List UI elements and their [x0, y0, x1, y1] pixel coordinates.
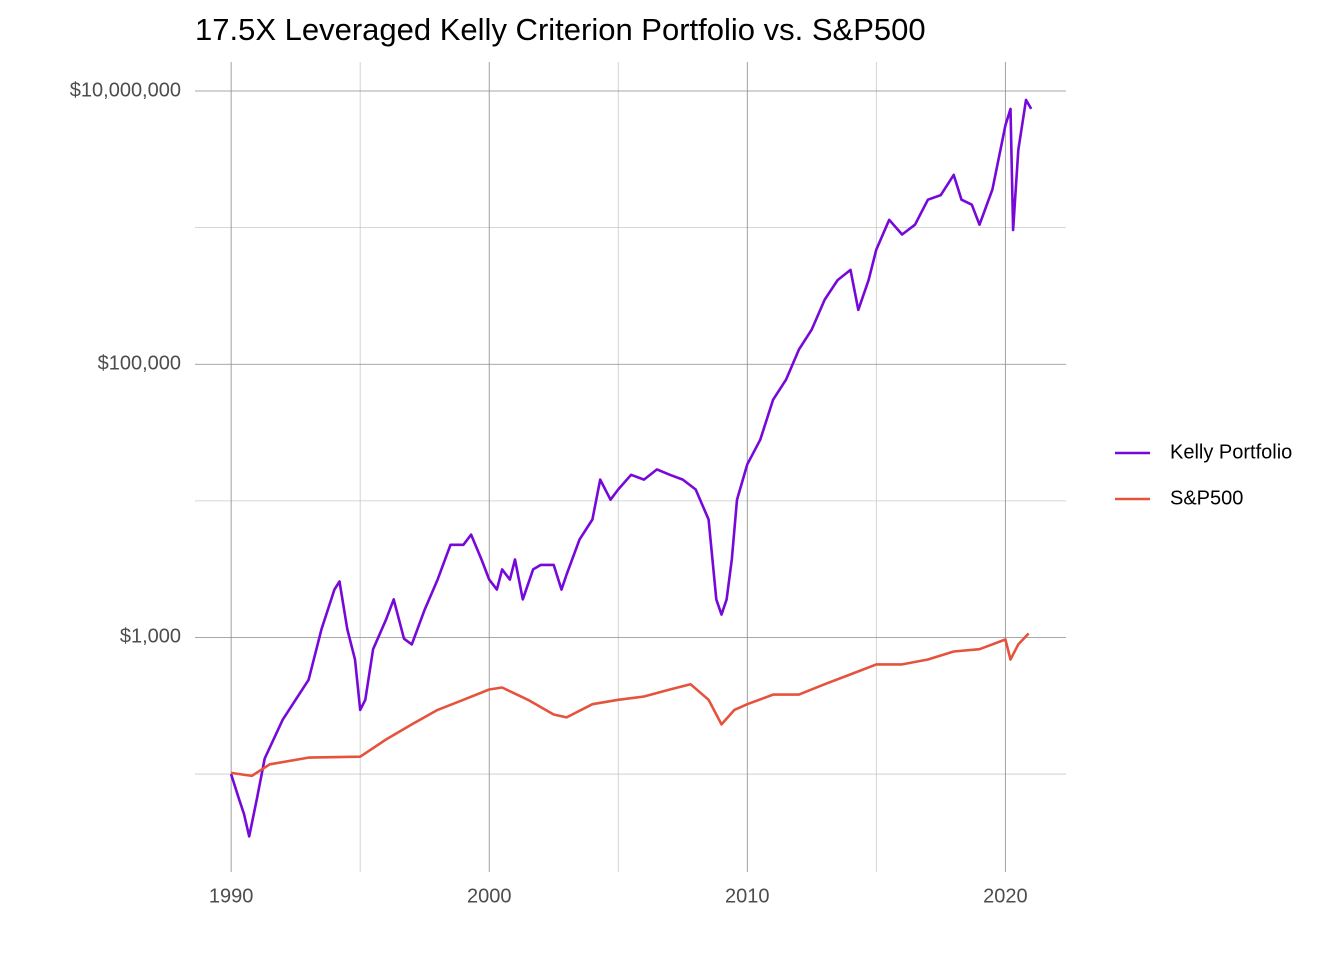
legend-label: S&P500 [1170, 487, 1243, 509]
x-tick-label: 2010 [725, 885, 770, 907]
y-tick-label: $100,000 [98, 353, 181, 375]
x-tick-label: 2000 [467, 885, 512, 907]
x-tick-label: 2020 [983, 885, 1028, 907]
x-tick-label: 1990 [209, 885, 254, 907]
chart-title: 17.5X Leveraged Kelly Criterion Portfoli… [195, 12, 926, 47]
y-tick-label: $1,000 [120, 626, 181, 648]
y-tick-label: $10,000,000 [70, 79, 181, 101]
line [230, 632, 1030, 778]
line [229, 98, 1033, 838]
legend-label: Kelly Portfolio [1170, 441, 1292, 463]
